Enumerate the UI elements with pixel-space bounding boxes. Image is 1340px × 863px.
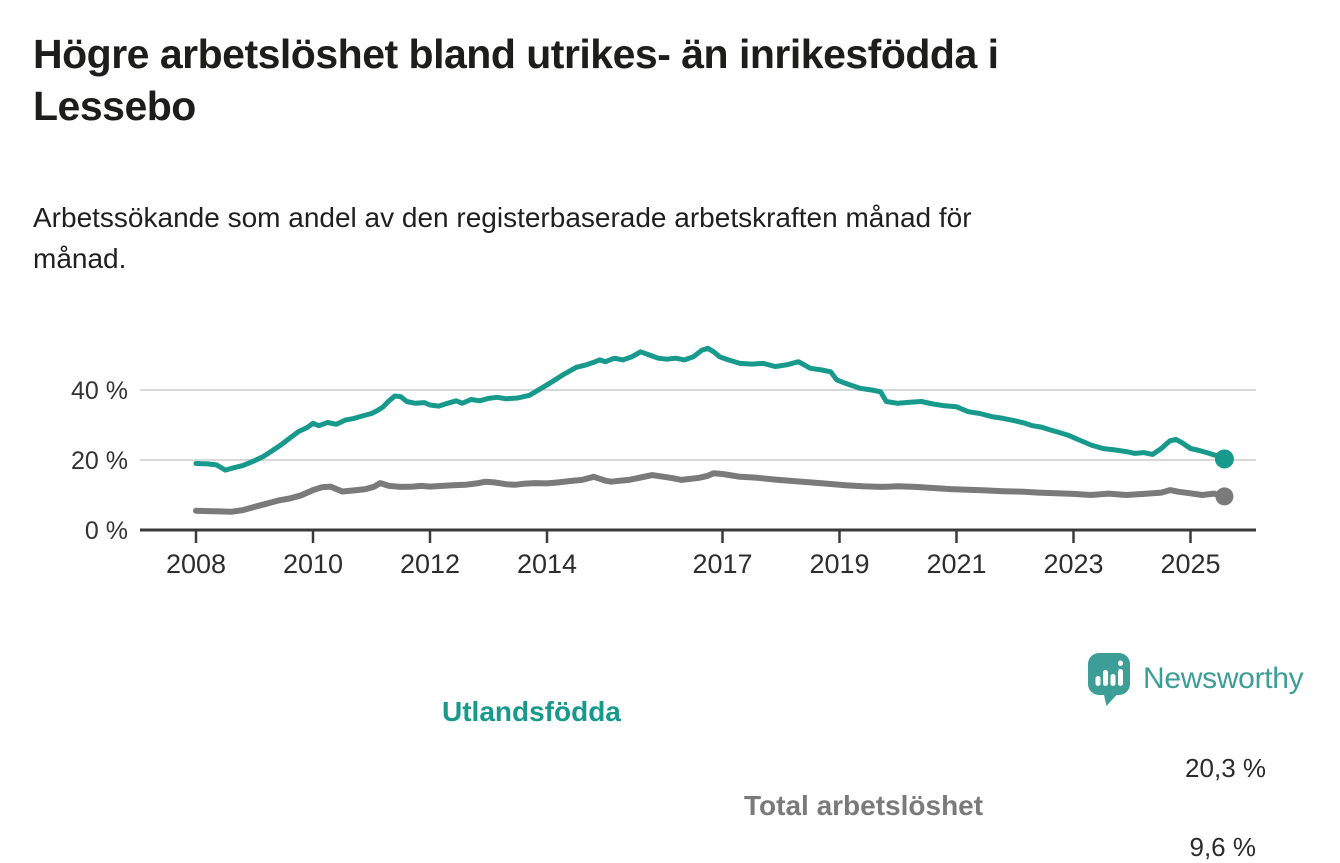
newsworthy-logo-text: Newsworthy	[1143, 662, 1304, 695]
y-axis-label-0: 0 %	[85, 517, 128, 545]
newsworthy-logo: Newsworthy	[1086, 651, 1304, 707]
page-subtitle: Arbetssökande som andel av den registerb…	[33, 197, 1293, 279]
y-axis-label-40: 40 %	[71, 377, 128, 405]
line-chart: 2008 2010 2012 2014 2017 2019 2021 2023 2025 40 %…	[0, 330, 1340, 862]
x-axis-label-2025: 2025	[1160, 549, 1220, 579]
page-title-line2: Lessebo	[33, 83, 196, 129]
x-axis-label-2010: 2010	[283, 549, 343, 579]
infographic-page: { "header": { "title_lines": ["Högre arb…	[0, 28, 1340, 862]
x-axis-label-2012: 2012	[400, 549, 460, 579]
page-title-line1: Högre arbetslöshet bland utrikes- än inr…	[33, 31, 999, 77]
bar-2	[1103, 670, 1108, 686]
chart-canvas: 2008 2010 2012 2014 2017 2019 2021 2023 2025 40 %…	[71, 345, 1256, 579]
x-axis-label-2021: 2021	[926, 549, 986, 579]
end-value-label-total: 9,6 %	[1189, 832, 1257, 862]
series-line-utlandsfodda	[193, 345, 1227, 473]
x-axis-label-2017: 2017	[692, 549, 752, 579]
exclamation-bar	[1118, 669, 1123, 686]
x-axis-label-2008: 2008	[166, 549, 226, 579]
y-axis-label-20: 20 %	[71, 447, 128, 475]
series-label-utlandsfodda: Utlandsfödda	[442, 696, 621, 727]
speech-bubble-shape	[1088, 653, 1130, 706]
series-end-dot-utlandsfodda	[1214, 449, 1234, 469]
series-line-total	[193, 470, 1228, 515]
end-value-label-utlandsfodda: 20,3 %	[1185, 753, 1266, 783]
page-subtitle-line1: Arbetssökande som andel av den registerb…	[33, 202, 972, 233]
bar-1	[1095, 676, 1101, 686]
series-end-dot-total	[1215, 487, 1234, 506]
newsworthy-badge-icon	[1088, 653, 1130, 706]
series-label-total-arbetsloshet: Total arbetslöshet	[744, 790, 984, 821]
page-subtitle-line2: månad.	[33, 243, 127, 274]
exclamation-dot	[1118, 660, 1123, 666]
bar-3	[1110, 674, 1116, 686]
page-title: Högre arbetslöshet bland utrikes- än inr…	[33, 28, 1293, 132]
x-axis-label-2014: 2014	[517, 549, 577, 579]
x-axis-label-2019: 2019	[809, 549, 869, 579]
x-axis-label-2023: 2023	[1043, 549, 1103, 579]
